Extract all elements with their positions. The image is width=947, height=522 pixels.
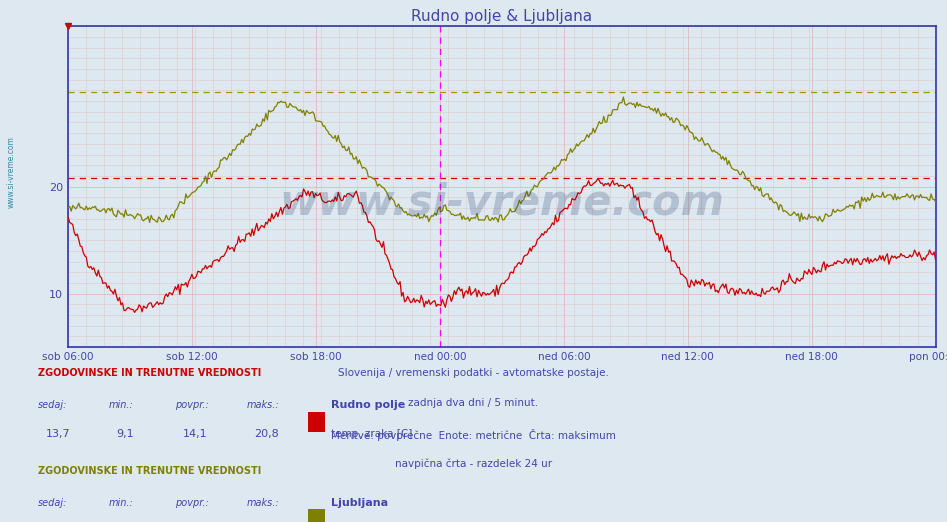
Text: navpična črta - razdelek 24 ur: navpična črta - razdelek 24 ur bbox=[395, 459, 552, 469]
Text: min.:: min.: bbox=[109, 498, 134, 508]
Text: sedaj:: sedaj: bbox=[38, 400, 67, 410]
Title: Rudno polje & Ljubljana: Rudno polje & Ljubljana bbox=[411, 8, 593, 23]
Text: 20,8: 20,8 bbox=[254, 429, 278, 439]
Text: Ljubljana: Ljubljana bbox=[331, 498, 388, 508]
Text: maks.:: maks.: bbox=[246, 498, 278, 508]
Text: Slovenija / vremenski podatki - avtomatske postaje.: Slovenija / vremenski podatki - avtomats… bbox=[338, 368, 609, 378]
Text: min.:: min.: bbox=[109, 400, 134, 410]
Text: ZGODOVINSKE IN TRENUTNE VREDNOSTI: ZGODOVINSKE IN TRENUTNE VREDNOSTI bbox=[38, 466, 261, 476]
Text: Meritve: povprečne  Enote: metrične  Črta: maksimum: Meritve: povprečne Enote: metrične Črta:… bbox=[331, 429, 616, 441]
Text: temp. zraka [C]: temp. zraka [C] bbox=[331, 429, 413, 439]
Text: ZGODOVINSKE IN TRENUTNE VREDNOSTI: ZGODOVINSKE IN TRENUTNE VREDNOSTI bbox=[38, 368, 261, 378]
Text: Rudno polje: Rudno polje bbox=[331, 400, 405, 410]
Text: 13,7: 13,7 bbox=[45, 429, 70, 439]
Text: povpr.:: povpr.: bbox=[175, 400, 209, 410]
Text: maks.:: maks.: bbox=[246, 400, 278, 410]
Text: povpr.:: povpr.: bbox=[175, 498, 209, 508]
Text: sedaj:: sedaj: bbox=[38, 498, 67, 508]
Text: 9,1: 9,1 bbox=[116, 429, 134, 439]
Text: www.si-vreme.com: www.si-vreme.com bbox=[7, 136, 16, 208]
Text: www.si-vreme.com: www.si-vreme.com bbox=[279, 182, 724, 223]
Text: zadnja dva dni / 5 minut.: zadnja dva dni / 5 minut. bbox=[408, 398, 539, 408]
Text: 14,1: 14,1 bbox=[183, 429, 207, 439]
